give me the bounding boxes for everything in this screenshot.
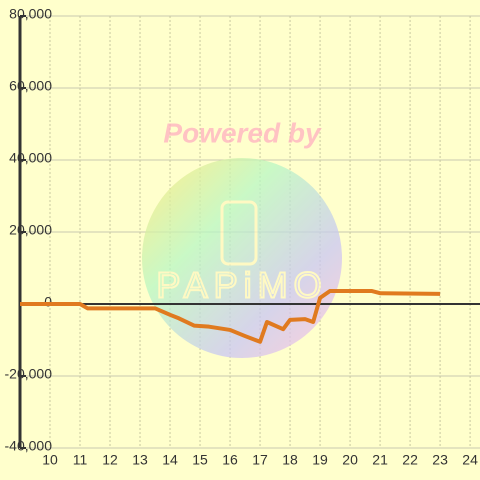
y-tick-label: -40,000 xyxy=(5,438,53,454)
watermark-text: Powered by xyxy=(163,117,322,148)
x-tick-label: 16 xyxy=(222,452,238,468)
x-tick-label: 20 xyxy=(342,452,358,468)
x-tick-label: 23 xyxy=(432,452,448,468)
y-tick-label: -20,000 xyxy=(5,366,53,382)
x-tick-label: 17 xyxy=(252,452,268,468)
x-tick-label: 15 xyxy=(192,452,208,468)
y-tick-label: 0 xyxy=(44,294,52,310)
watermark: Powered by PAPiMO xyxy=(142,117,342,358)
watermark-logo xyxy=(142,158,342,358)
watermark-brand: PAPiMO xyxy=(156,265,327,306)
plot: -40,000 -20,000 0 20,000 40,000 60,000 80,000 1… xyxy=(5,6,480,468)
y-tick-label: 60,000 xyxy=(9,78,52,94)
y-tick-label: 20,000 xyxy=(9,222,52,238)
x-tick-label: 12 xyxy=(102,452,118,468)
y-tick-label: 80,000 xyxy=(9,6,52,22)
x-tick-label: 24 xyxy=(462,452,478,468)
x-tick-label: 11 xyxy=(73,452,88,468)
x-tick-label: 19 xyxy=(312,452,328,468)
x-tick-label: 18 xyxy=(282,452,298,468)
y-tick-label: 40,000 xyxy=(9,150,52,166)
x-tick-label: 22 xyxy=(402,452,418,468)
data-line xyxy=(20,289,441,344)
x-tick-label: 10 xyxy=(42,452,58,468)
x-tick-label: 21 xyxy=(372,452,388,468)
x-tick-label: 13 xyxy=(132,452,148,468)
x-tick-label: 14 xyxy=(162,452,178,468)
watermark-icon xyxy=(220,200,258,266)
